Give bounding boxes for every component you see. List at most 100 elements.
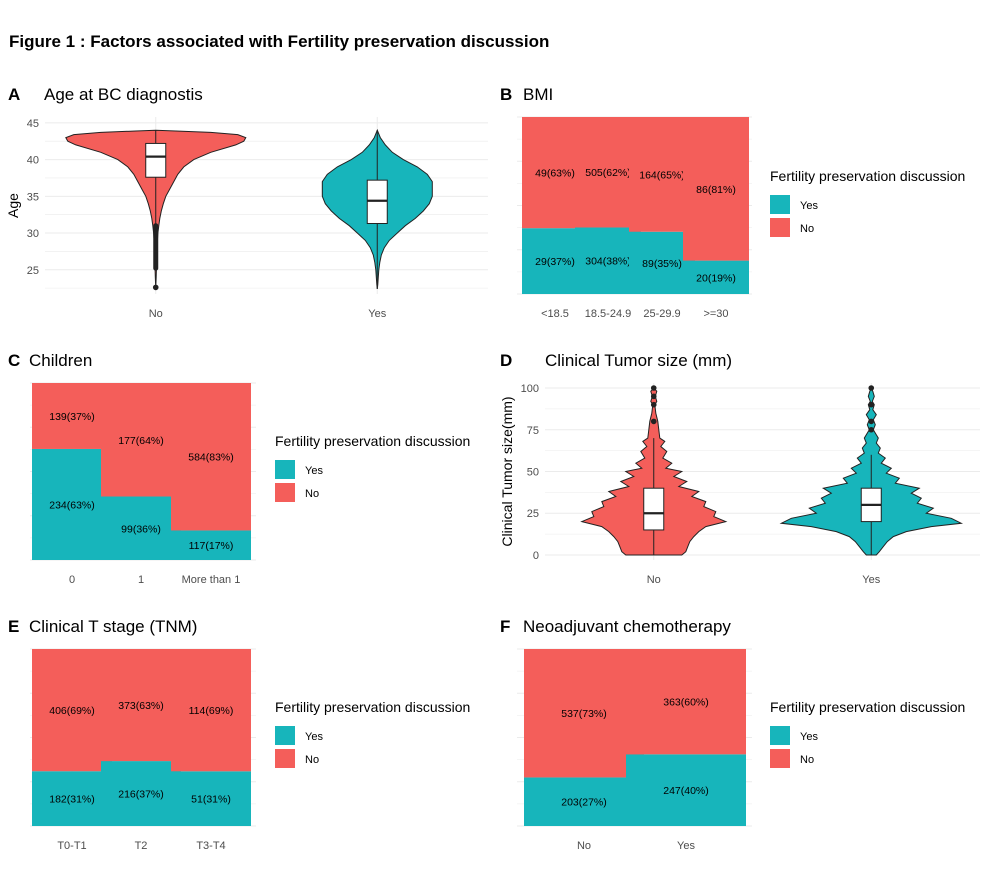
y-tick-label: 30 xyxy=(27,228,39,240)
box xyxy=(145,142,167,178)
panel-letter: D xyxy=(500,351,512,370)
panel-A: A Age at BC diagnostis 25 30 35 40 45 Age No Yes xyxy=(5,85,488,320)
outlier-point xyxy=(868,401,875,408)
bar-yes xyxy=(524,777,644,826)
data-label-yes: 216(37%) xyxy=(118,789,164,801)
bar-yes xyxy=(626,754,746,826)
panel-letter: A xyxy=(8,85,20,104)
data-label-yes: 20(19%) xyxy=(696,272,736,284)
bar-yes xyxy=(32,771,112,826)
y-tick-label: 25 xyxy=(527,508,539,520)
bar-no xyxy=(101,649,181,762)
x-tick-label: No xyxy=(149,308,163,320)
data-label-yes: 29(37%) xyxy=(535,256,575,268)
panel-C: C Children 234(63%) 139(37%) 0 99(36%) 177(64%… xyxy=(8,351,470,586)
y-tick-label: 35 xyxy=(27,191,39,203)
outlier-point xyxy=(868,385,875,391)
legend: Fertility preservation discussion Yes No xyxy=(770,168,965,237)
y-tick-label: 25 xyxy=(27,265,39,277)
legend-label-no: No xyxy=(305,488,319,500)
y-tick-label: 0 xyxy=(533,550,539,562)
y-tick-label: 45 xyxy=(27,118,39,130)
outlier-point xyxy=(152,284,159,291)
x-tick-label: Yes xyxy=(677,840,695,852)
data-label-yes: 117(17%) xyxy=(189,540,234,552)
legend-title: Fertility preservation discussion xyxy=(275,433,470,449)
x-tick-label: No xyxy=(647,574,661,586)
legend-title: Fertility preservation discussion xyxy=(770,699,965,715)
data-label-yes: 99(36%) xyxy=(121,523,161,535)
bar-no xyxy=(683,117,749,261)
data-label-yes: 51(31%) xyxy=(191,794,231,806)
bar-yes xyxy=(101,496,181,560)
panel-title: Age at BC diagnostis xyxy=(44,85,203,104)
panel-title: BMI xyxy=(523,85,553,104)
bar-yes xyxy=(171,771,251,826)
legend-label-yes: Yes xyxy=(305,731,323,743)
data-label-yes: 247(40%) xyxy=(663,785,709,797)
legend: Fertility preservation discussion Yes No xyxy=(275,699,470,768)
bar-no xyxy=(171,649,251,772)
x-tick-label: >=30 xyxy=(703,308,728,320)
legend: Fertility preservation discussion Yes No xyxy=(275,433,470,502)
bar-no xyxy=(524,649,644,778)
legend-key-yes xyxy=(770,726,790,745)
data-label-yes: 304(38%) xyxy=(585,256,631,268)
outlier-point xyxy=(650,418,657,425)
legend-label-yes: Yes xyxy=(800,200,818,212)
legend-label-no: No xyxy=(305,754,319,766)
data-label-no: 363(60%) xyxy=(663,697,709,709)
panel-letter: E xyxy=(8,617,19,636)
data-label-no: 49(63%) xyxy=(535,168,575,180)
data-label-no: 406(69%) xyxy=(49,705,95,717)
y-axis-label: Clinical Tumor size(mm) xyxy=(499,396,515,546)
x-tick-label: T2 xyxy=(135,840,148,852)
figure-title: Figure 1 : Factors associated with Ferti… xyxy=(9,32,549,51)
y-tick-label: 50 xyxy=(527,467,539,479)
bar-no xyxy=(626,649,746,755)
outlier-point xyxy=(650,401,657,408)
legend-key-no xyxy=(275,749,295,768)
bar-yes xyxy=(171,530,251,560)
legend-label-yes: Yes xyxy=(800,731,818,743)
x-tick-label: Yes xyxy=(368,308,386,320)
panel-E: E Clinical T stage (TNM) 182(31%) 406(69%) T… xyxy=(8,617,470,852)
legend-key-no xyxy=(275,483,295,502)
legend-key-yes xyxy=(275,726,295,745)
data-label-no: 505(62%) xyxy=(585,167,631,179)
data-label-no: 86(81%) xyxy=(696,184,736,196)
legend-key-yes xyxy=(770,195,790,214)
panel-letter: C xyxy=(8,351,20,370)
box xyxy=(643,487,665,531)
y-tick-label: 100 xyxy=(521,383,539,395)
outlier-point xyxy=(650,385,657,391)
outlier-point xyxy=(650,393,657,400)
panel-F: F Neoadjuvant chemotherapy 203(27%) 537(73%… xyxy=(500,617,965,852)
x-tick-label: More than 1 xyxy=(182,574,241,586)
bar-no xyxy=(101,383,181,497)
panel-title: Clinical T stage (TNM) xyxy=(29,617,197,636)
panel-B: B BMI 29(37%) 49(63%) <18.5 304(38%) 505(62%) 1… xyxy=(500,85,965,320)
y-tick-label: 40 xyxy=(27,155,39,167)
y-tick-label: 75 xyxy=(527,425,539,437)
bar-yes xyxy=(101,761,181,826)
outlier-point xyxy=(868,418,875,425)
panel-title: Neoadjuvant chemotherapy xyxy=(523,617,731,636)
bar-no xyxy=(32,383,112,449)
legend-label-yes: Yes xyxy=(305,465,323,477)
x-tick-label: 1 xyxy=(138,574,144,586)
x-tick-label: <18.5 xyxy=(541,308,569,320)
legend-label-no: No xyxy=(800,223,814,235)
data-label-no: 537(73%) xyxy=(561,708,607,720)
data-label-no: 114(69%) xyxy=(189,705,234,717)
x-tick-label: 0 xyxy=(69,574,75,586)
x-tick-label: 18.5-24.9 xyxy=(585,308,631,320)
panel-title: Clinical Tumor size (mm) xyxy=(545,351,732,370)
data-label-yes: 182(31%) xyxy=(49,794,95,806)
data-label-yes: 203(27%) xyxy=(561,797,607,809)
bar-yes xyxy=(683,260,749,294)
box xyxy=(366,179,388,224)
panel-title: Children xyxy=(29,351,92,370)
legend-label-no: No xyxy=(800,754,814,766)
